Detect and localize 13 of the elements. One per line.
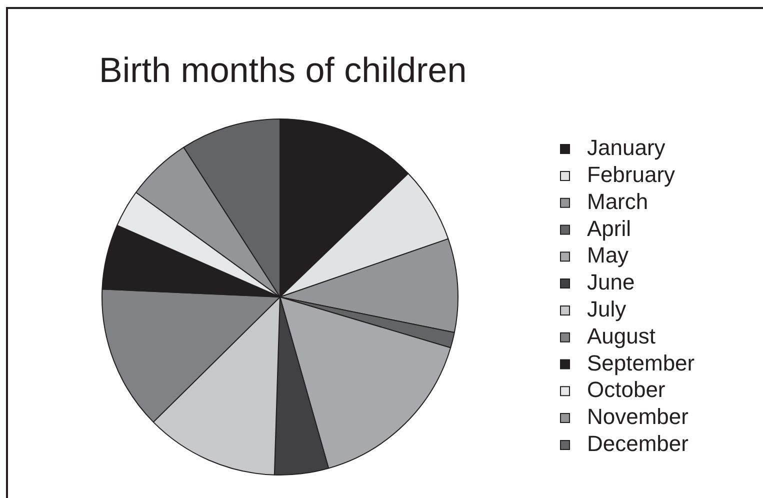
legend-label: September — [587, 350, 695, 376]
chart-title: Birth months of children — [99, 51, 467, 91]
legend-label: November — [587, 404, 688, 430]
legend-label: October — [587, 377, 666, 402]
legend-label: July — [587, 296, 626, 322]
legend-label: February — [587, 162, 676, 188]
legend-label: June — [587, 270, 635, 295]
legend-label: April — [587, 216, 632, 241]
legend-label: January — [587, 135, 666, 160]
legend-label: March — [587, 188, 648, 214]
legend-label: December — [587, 431, 688, 456]
legend-label: August — [587, 323, 656, 348]
legend-label: May — [587, 242, 629, 268]
